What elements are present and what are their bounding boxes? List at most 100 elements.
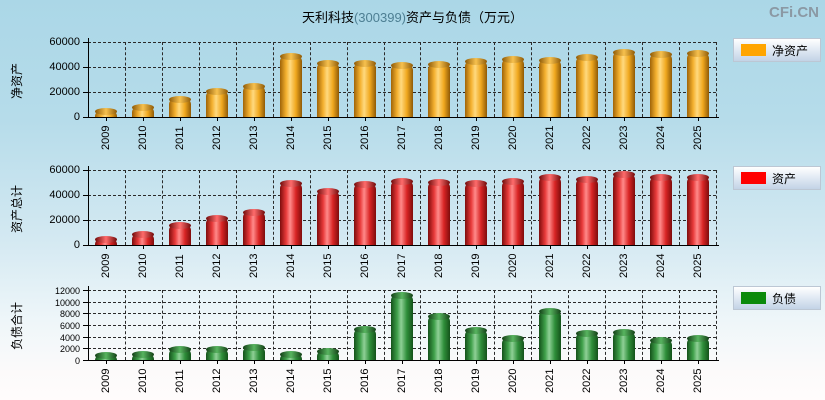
y-tick-mark: [83, 313, 88, 314]
x-tick-mark: [661, 360, 662, 364]
x-label-2013: 2013: [248, 253, 260, 278]
x-tick-mark: [661, 245, 662, 249]
legend-label-total-assets: 资产: [772, 171, 797, 186]
bar-net-assets-2013: [243, 83, 265, 117]
y-tick-label: 4000: [59, 332, 80, 343]
x-tick-mark: [587, 117, 588, 121]
y-tick-label: 40000: [49, 188, 80, 201]
v-gridline: [199, 290, 200, 360]
v-gridline: [605, 290, 606, 360]
bar-total-assets-2011: [169, 222, 191, 245]
x-tick-mark: [476, 360, 477, 364]
y-tick-label: 10000: [54, 297, 80, 308]
y-tick-label: 6000: [59, 320, 80, 331]
legend-total-assets: 资产: [733, 166, 821, 190]
x-label-2022: 2022: [581, 253, 593, 278]
x-label-2020: 2020: [507, 253, 519, 278]
x-tick-mark: [550, 117, 551, 121]
y-tick-label: 60000: [49, 163, 80, 176]
y-tick-label: 2000: [59, 343, 80, 354]
axis-title-total-liabilities: 负债合计: [10, 301, 24, 350]
bar-total-liabilities-2014: [280, 351, 302, 360]
y-tick-label: 20000: [49, 85, 80, 98]
x-tick-mark: [217, 117, 218, 121]
v-gridline: [125, 170, 126, 245]
x-label-2011: 2011: [174, 254, 186, 278]
bar-net-assets-2024: [650, 51, 672, 117]
x-axis-line: [88, 117, 719, 118]
bar-total-liabilities-2019: [465, 327, 487, 360]
v-gridline: [716, 42, 717, 117]
x-label-2012: 2012: [211, 125, 223, 150]
y-tick-mark: [83, 290, 88, 291]
x-label-2019: 2019: [470, 253, 482, 278]
h-gridline: [88, 170, 716, 171]
x-label-2022: 2022: [581, 125, 593, 150]
x-label-2014: 2014: [285, 125, 297, 150]
v-gridline: [568, 170, 569, 245]
x-label-2010: 2010: [137, 253, 149, 278]
v-gridline: [310, 42, 311, 117]
bar-total-liabilities-2021: [539, 308, 561, 360]
v-gridline: [162, 290, 163, 360]
x-tick-mark: [291, 117, 292, 121]
y-axis-line: [88, 286, 89, 360]
v-gridline: [494, 42, 495, 117]
bar-net-assets-2014: [280, 53, 302, 117]
bar-total-assets-2020: [502, 178, 524, 245]
x-tick-mark: [587, 360, 588, 364]
x-tick-mark: [402, 360, 403, 364]
bar-net-assets-2010: [132, 104, 154, 117]
x-tick-mark: [217, 245, 218, 249]
v-gridline: [384, 42, 385, 117]
x-label-2011: 2011: [174, 126, 186, 150]
page-title: 天利科技(300399)资产与负债（万元）: [0, 7, 825, 26]
v-gridline: [457, 42, 458, 117]
y-tick-label: 0: [73, 238, 80, 251]
legend-swatch-net-assets: [741, 44, 766, 56]
x-label-2015: 2015: [322, 368, 334, 393]
v-gridline: [310, 170, 311, 245]
x-tick-mark: [254, 245, 255, 249]
x-label-2015: 2015: [322, 125, 334, 150]
x-label-2016: 2016: [359, 368, 371, 393]
x-label-2021: 2021: [544, 253, 556, 278]
x-label-2013: 2013: [248, 368, 260, 393]
x-axis-line: [88, 360, 719, 361]
v-gridline: [568, 42, 569, 117]
v-gridline: [457, 290, 458, 360]
v-gridline: [236, 42, 237, 117]
x-tick-mark: [143, 245, 144, 249]
y-tick-mark: [83, 360, 88, 361]
v-gridline: [679, 290, 680, 360]
bar-total-assets-2010: [132, 231, 154, 245]
x-tick-mark: [402, 117, 403, 121]
bar-net-assets-2016: [354, 60, 376, 117]
v-gridline: [273, 42, 274, 117]
bar-total-liabilities-2024: [650, 337, 672, 360]
v-gridline: [162, 42, 163, 117]
y-tick-label: 8000: [59, 308, 80, 319]
x-tick-mark: [476, 117, 477, 121]
x-tick-mark: [328, 117, 329, 121]
v-gridline: [605, 170, 606, 245]
x-tick-mark: [587, 245, 588, 249]
x-label-2009: 2009: [100, 368, 112, 393]
x-tick-mark: [439, 245, 440, 249]
bar-total-assets-2022: [576, 176, 598, 245]
v-gridline: [642, 290, 643, 360]
bar-total-liabilities-2010: [132, 351, 154, 360]
v-gridline: [457, 170, 458, 245]
x-tick-mark: [328, 360, 329, 364]
x-tick-mark: [291, 360, 292, 364]
bar-net-assets-2015: [317, 60, 339, 117]
bar-total-liabilities-2016: [354, 326, 376, 360]
x-label-2019: 2019: [470, 125, 482, 150]
v-gridline: [420, 42, 421, 117]
y-tick-mark: [83, 92, 88, 93]
v-gridline: [162, 170, 163, 245]
v-gridline: [679, 170, 680, 245]
v-gridline: [679, 42, 680, 117]
v-gridline: [420, 170, 421, 245]
y-tick-label: 12000: [54, 285, 80, 296]
